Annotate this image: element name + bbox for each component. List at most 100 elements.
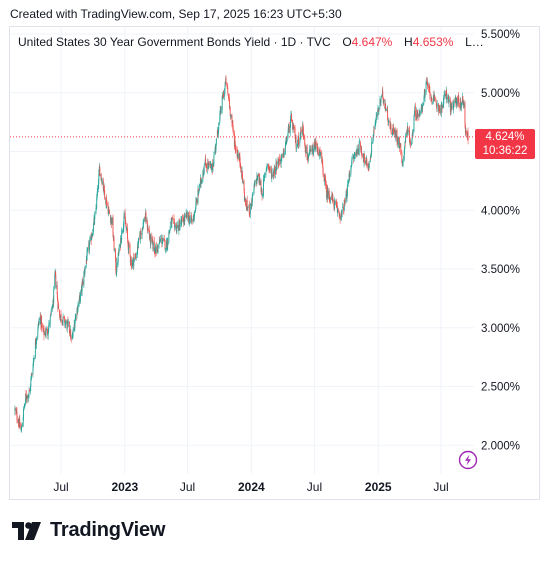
candle-body [94,216,96,224]
candle-body [62,320,64,325]
candle-body [32,361,34,368]
candle-body [184,216,186,222]
candle-body [245,198,246,206]
candle-body [295,136,297,149]
candle-body [453,103,455,105]
candle-body [445,97,447,98]
candle-body [108,209,109,214]
candle-body [198,183,200,192]
candle-body [436,103,437,106]
candle-body [327,190,329,200]
candle-body [278,159,280,165]
candle-body [454,99,456,101]
candle-body [431,102,433,104]
legend-more[interactable]: L… [465,35,484,49]
y-tick-label: 3.500% [481,264,520,276]
candle-body [283,153,285,156]
candle-body [125,219,126,225]
candle-body [364,161,366,163]
candle-body [31,374,33,375]
candle-body [115,257,117,271]
candle-body [113,237,115,251]
x-tick-label: 2025 [365,480,392,494]
lightning-bolt-icon[interactable] [458,450,478,470]
candle-body [328,194,330,199]
candle-body [379,98,381,107]
candle-body [456,98,458,105]
candle-body [59,316,61,319]
candle-body [402,158,404,162]
candle-body [384,98,386,109]
candle-body [240,164,242,169]
candle-body [185,213,187,216]
candle-body [249,203,251,215]
candle-body [268,164,270,169]
candle-body [438,110,440,111]
candle-body [266,166,268,168]
brand-name: TradingView [50,519,166,541]
candle-body [150,236,152,245]
candle-body [84,265,86,269]
candle-body [315,142,317,146]
candle-body [201,180,203,182]
candle-body [20,425,22,430]
candle-body [318,152,320,157]
candle-body [401,163,403,165]
candle-body [448,100,450,103]
candle-body [159,240,161,242]
candle-body [467,131,469,141]
candle-body [196,199,198,203]
candle-body [281,157,282,160]
candle-body [387,110,389,120]
y-tick-label: 4.000% [481,205,520,217]
candle-body [441,105,443,109]
candle-body [271,170,272,179]
candle-body [426,82,428,84]
candle-body [117,262,119,263]
candle-body [397,140,399,144]
candle-body [162,237,164,241]
candle-body [271,172,273,174]
candle-body [23,408,25,409]
candle-body [147,228,149,231]
candle-body [241,171,243,178]
candle-body [71,334,73,339]
candle-body [127,227,129,240]
candle-body [94,213,96,216]
candle-body [326,184,328,198]
candle-body [465,130,467,135]
chart-caption: Created with TradingView.com, Sep 17, 20… [10,7,342,21]
candle-body [423,102,425,106]
candle-body [146,221,148,230]
candle-body [55,271,56,275]
candle-body [359,142,360,144]
candle-body [37,331,39,338]
candle-body [148,230,150,237]
candle-body [295,148,297,150]
candle-body [104,190,106,199]
candle-body [338,211,340,214]
candle-body [91,236,93,238]
candle-body [125,225,127,229]
candle-body [178,222,180,223]
candle-body [60,314,62,321]
candle-body [88,243,90,251]
chart-frame[interactable] [9,26,540,500]
candle-body [191,220,193,221]
candle-body [213,155,215,165]
candle-body [48,323,50,329]
candle-body [276,165,278,170]
candle-body [361,147,363,154]
candle-body [56,284,58,295]
candle-body [351,157,353,165]
candle-body [431,97,433,99]
candle-body [370,152,372,157]
candle-body [356,147,358,155]
tradingview-brand[interactable]: TradingView [12,519,165,542]
candle-body [136,250,138,256]
candle-body [171,219,173,221]
candle-body [317,151,319,156]
candle-body [346,195,348,199]
candle-body [265,168,267,172]
